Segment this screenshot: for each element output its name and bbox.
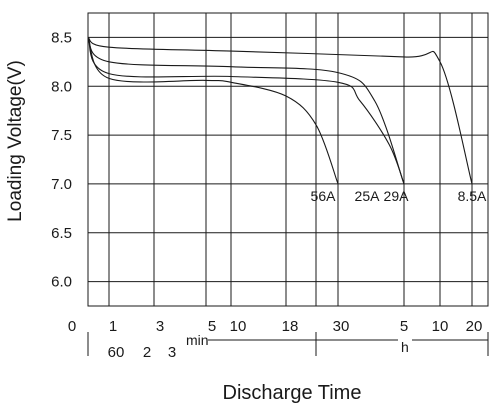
x-unit-min: min — [186, 332, 209, 348]
x-tick-label: 3 — [156, 318, 164, 335]
x-tick-label: 20 — [466, 318, 483, 335]
x-tick-label: 10 — [230, 318, 247, 335]
series-line-56A — [87, 37, 339, 185]
plot-frame — [87, 12, 489, 307]
x-tick-label: 60 — [108, 344, 125, 361]
y-tick-label: 8.0 — [51, 78, 72, 95]
y-tick-label: 7.5 — [51, 127, 72, 144]
series-line-8_5A — [87, 36, 473, 185]
series-label: 25A — [355, 188, 381, 204]
x-tick-labels-row1: 0 1 3 5 10 18 30 5 10 20 — [68, 318, 483, 335]
y-tick-label: 6.0 — [51, 274, 72, 291]
y-tick-labels: 8.5 8.0 7.5 7.0 6.5 6.0 — [51, 29, 72, 290]
x-unit-h: h — [401, 339, 409, 355]
y-tick-label: 8.5 — [51, 29, 72, 46]
series-label: 56A — [311, 188, 337, 204]
series-curves — [87, 36, 473, 185]
y-tick-label: 7.0 — [51, 176, 72, 193]
x-tick-label: 5 — [208, 318, 216, 335]
x-tick-labels-row2: 60 2 3 — [108, 344, 177, 361]
series-labels: 56A 25A 29A 8.5A — [311, 188, 488, 204]
x-tick-label: 1 — [109, 318, 117, 335]
x-tick-label: 0 — [68, 318, 76, 335]
series-line-25A — [87, 37, 405, 185]
series-label: 29A — [384, 188, 410, 204]
x-tick-label: 3 — [168, 344, 176, 361]
x-axis-label: Discharge Time — [223, 382, 362, 404]
y-tick-label: 6.5 — [51, 225, 72, 242]
series-label: 8.5A — [458, 188, 487, 204]
grid — [87, 12, 489, 356]
series-line-29A — [87, 37, 405, 185]
x-tick-label: 2 — [143, 344, 151, 361]
x-tick-label: 30 — [333, 318, 350, 335]
y-axis-label: Loading Voltage(V) — [5, 60, 26, 222]
x-tick-label: 10 — [432, 318, 449, 335]
x-tick-label: 18 — [282, 318, 299, 335]
x-tick-label: 5 — [400, 318, 408, 335]
